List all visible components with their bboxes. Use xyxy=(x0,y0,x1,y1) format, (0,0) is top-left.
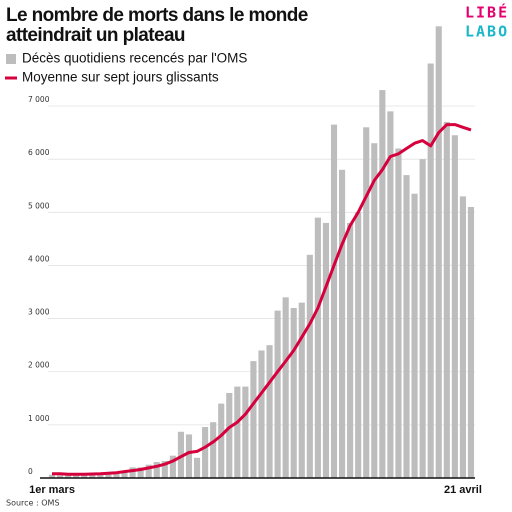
bar xyxy=(89,474,96,478)
bar xyxy=(65,475,72,478)
bar xyxy=(242,386,249,478)
legend-label: Décès quotidiens recencés par l'OMS xyxy=(22,51,247,66)
bar xyxy=(234,386,241,478)
y-tick-label: 0 xyxy=(28,467,33,476)
bar xyxy=(395,148,402,478)
bar xyxy=(137,467,144,478)
bar xyxy=(282,297,289,478)
bar xyxy=(459,196,466,478)
bar xyxy=(258,350,265,478)
bar xyxy=(218,403,225,478)
bar xyxy=(330,124,338,478)
bar xyxy=(274,310,281,478)
chart-title: atteindrait un plateau xyxy=(6,25,185,46)
bar xyxy=(435,26,442,478)
bar xyxy=(73,475,80,478)
bar xyxy=(48,474,56,478)
bar xyxy=(57,475,64,478)
legend-swatch xyxy=(6,54,16,64)
bar xyxy=(113,473,120,478)
bar xyxy=(427,63,434,478)
bar xyxy=(387,111,394,478)
bar xyxy=(185,434,193,478)
bar xyxy=(210,422,217,478)
bar xyxy=(81,475,88,478)
bar xyxy=(339,169,346,478)
bar xyxy=(129,467,136,478)
bar xyxy=(419,159,426,479)
line xyxy=(52,123,472,476)
logo: LIBÉ xyxy=(465,3,509,22)
bar xyxy=(306,254,313,478)
y-tick-label: 5 000 xyxy=(28,201,50,210)
bar xyxy=(145,464,152,478)
bar xyxy=(379,90,386,479)
bar xyxy=(467,206,475,478)
bar xyxy=(403,175,410,478)
y-tick-label: 6 000 xyxy=(28,148,50,157)
bar xyxy=(193,457,201,478)
bar xyxy=(363,127,370,479)
bar xyxy=(314,217,321,478)
y-tick-label: 2 000 xyxy=(28,361,50,370)
bar xyxy=(153,462,160,478)
x-tick-label: 21 avril xyxy=(444,484,482,496)
bar xyxy=(347,222,354,478)
bar xyxy=(443,121,450,478)
bar xyxy=(97,474,104,478)
bar xyxy=(355,212,362,479)
bar xyxy=(169,455,176,478)
bar xyxy=(290,307,297,478)
bar xyxy=(202,426,209,478)
x-tick-label: 1er mars xyxy=(29,484,75,496)
bar xyxy=(371,143,378,478)
y-tick-label: 3 000 xyxy=(28,308,50,317)
legend-label: Moyenne sur sept jours glissants xyxy=(22,70,219,85)
y-tick-label: 1 000 xyxy=(28,414,50,423)
bar xyxy=(298,302,305,478)
bar xyxy=(121,471,128,478)
source: Source : OMS xyxy=(6,499,60,508)
chart-title: Le nombre de morts dans le monde xyxy=(6,5,308,26)
bar xyxy=(226,392,233,478)
bar xyxy=(161,460,168,478)
bar xyxy=(451,135,458,478)
bar xyxy=(266,345,273,478)
bar xyxy=(105,473,112,478)
bar xyxy=(177,431,184,478)
y-tick-label: 4 000 xyxy=(28,254,50,263)
y-tick-label: 7 000 xyxy=(28,95,50,104)
bar xyxy=(411,193,418,478)
bar xyxy=(322,222,330,478)
bar xyxy=(250,361,257,478)
logo: LABO xyxy=(465,23,509,41)
